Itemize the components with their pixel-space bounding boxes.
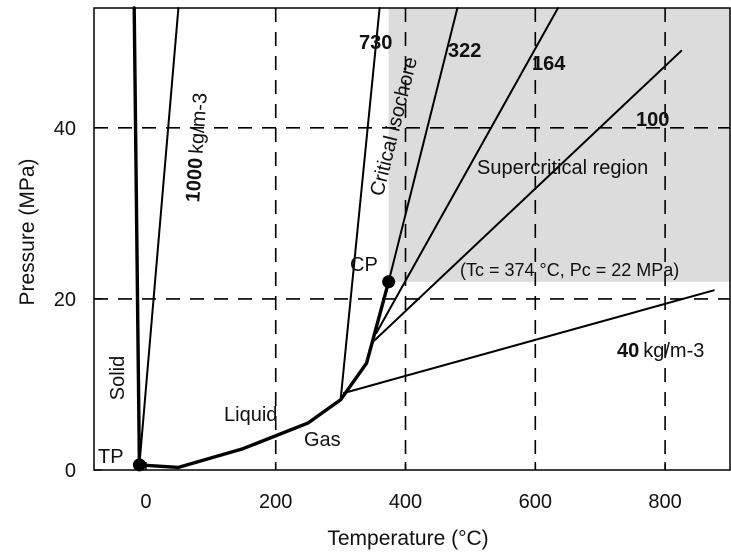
isochore-line-322 (387, 7, 459, 283)
plot-frame (93, 7, 731, 471)
point-label-cp: CP (350, 254, 378, 276)
isochore-line-730 (339, 7, 381, 401)
melting-curve (132, 6, 142, 467)
x-tick-label: 800 (648, 491, 681, 513)
cp-annotation: (Tc = 374 °C, Pc = 22 MPa) (460, 260, 679, 280)
curves-layer (132, 6, 715, 470)
isochore-line-1000 (138, 7, 180, 466)
region-label-gas: Gas (304, 429, 341, 451)
y-tick-label: 20 (54, 289, 76, 311)
x-tick-label: 600 (519, 491, 552, 513)
x-tick-label: 200 (259, 491, 292, 513)
isochore-label-1000: 1000kg/m-3 (182, 92, 212, 203)
y-tick-label: 0 (65, 460, 76, 482)
tick-labels: 0 200 400 600 800 0 20 40 (54, 118, 682, 513)
x-axis-label: Temperature (°C) (327, 527, 488, 550)
isochore-label-100: 100 (636, 109, 669, 131)
isochore-line-40 (342, 289, 715, 394)
region-label-solid: Solid (107, 356, 129, 400)
isochore-line-100 (372, 49, 683, 343)
point-label-tp: TP (98, 446, 124, 468)
grid-lines (94, 8, 730, 470)
points-layer (132, 275, 396, 472)
y-axis-label: Pressure (MPa) (16, 158, 39, 305)
isochore-label-322: 322 (448, 40, 481, 62)
vaporization-curve (137, 280, 391, 470)
x-tick-label: 0 (140, 491, 151, 513)
isochore-line-164 (375, 7, 559, 335)
isochore-label-40: 40 kg/m-3 (617, 340, 704, 362)
point-marker-tp (132, 458, 146, 472)
region-label-liquid: Liquid (224, 404, 277, 426)
point-marker-cp (382, 275, 396, 289)
x-tick-label: 400 (389, 491, 422, 513)
region-label-supercritical: Supercritical region (477, 157, 648, 179)
isochore-label-164: 164 (532, 53, 566, 75)
y-tick-label: 40 (54, 118, 76, 140)
isochore-label-730: 730 (359, 32, 392, 54)
supercritical-shade (388, 8, 730, 282)
